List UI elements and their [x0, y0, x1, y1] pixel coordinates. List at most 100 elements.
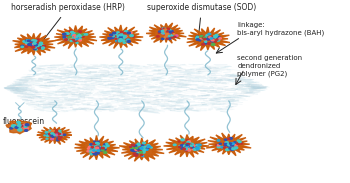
- Circle shape: [159, 31, 161, 32]
- Circle shape: [168, 38, 171, 39]
- Circle shape: [120, 35, 123, 37]
- Circle shape: [33, 42, 36, 44]
- Circle shape: [123, 35, 126, 37]
- Circle shape: [119, 34, 122, 36]
- Circle shape: [167, 37, 169, 38]
- Circle shape: [58, 136, 60, 137]
- Circle shape: [117, 41, 119, 42]
- Circle shape: [202, 37, 205, 39]
- Circle shape: [17, 126, 21, 129]
- Circle shape: [120, 35, 122, 36]
- Circle shape: [158, 32, 160, 33]
- Circle shape: [93, 149, 97, 150]
- Circle shape: [161, 30, 164, 32]
- Circle shape: [165, 33, 168, 34]
- Circle shape: [34, 40, 37, 41]
- Circle shape: [140, 149, 143, 150]
- Circle shape: [110, 34, 113, 36]
- Circle shape: [164, 32, 166, 33]
- Circle shape: [30, 42, 34, 44]
- Circle shape: [132, 145, 133, 146]
- Circle shape: [23, 41, 26, 42]
- Circle shape: [85, 34, 88, 35]
- Circle shape: [225, 144, 228, 146]
- Circle shape: [235, 147, 238, 149]
- Circle shape: [186, 148, 189, 150]
- Circle shape: [36, 41, 39, 43]
- Circle shape: [166, 33, 169, 34]
- Text: linkage:
bis-aryl hydrazone (BAH): linkage: bis-aryl hydrazone (BAH): [237, 22, 325, 36]
- Polygon shape: [54, 25, 97, 49]
- Circle shape: [187, 145, 190, 147]
- Circle shape: [76, 42, 78, 43]
- Circle shape: [229, 144, 233, 146]
- Circle shape: [62, 136, 63, 137]
- Circle shape: [165, 33, 167, 34]
- Circle shape: [195, 145, 197, 146]
- Circle shape: [78, 35, 81, 36]
- Circle shape: [54, 135, 56, 136]
- Circle shape: [205, 38, 207, 39]
- Circle shape: [216, 144, 218, 146]
- Circle shape: [76, 37, 78, 38]
- Circle shape: [226, 149, 229, 151]
- Circle shape: [55, 132, 57, 133]
- Circle shape: [161, 33, 163, 34]
- Circle shape: [77, 36, 80, 37]
- Circle shape: [140, 149, 143, 151]
- Circle shape: [196, 145, 199, 146]
- Circle shape: [216, 35, 218, 36]
- Circle shape: [184, 147, 187, 148]
- Circle shape: [33, 48, 36, 50]
- Circle shape: [41, 45, 44, 46]
- Circle shape: [196, 38, 198, 39]
- Circle shape: [32, 44, 34, 45]
- Circle shape: [25, 126, 27, 127]
- Circle shape: [97, 146, 100, 148]
- Circle shape: [34, 44, 37, 46]
- Circle shape: [146, 149, 148, 150]
- Circle shape: [93, 150, 95, 151]
- Circle shape: [110, 38, 112, 39]
- Circle shape: [166, 34, 168, 36]
- Circle shape: [214, 37, 216, 38]
- Circle shape: [143, 152, 145, 153]
- Circle shape: [232, 143, 234, 144]
- Circle shape: [150, 147, 152, 148]
- Circle shape: [204, 37, 207, 38]
- Circle shape: [120, 37, 122, 38]
- Circle shape: [118, 37, 120, 38]
- Circle shape: [196, 39, 199, 40]
- Circle shape: [60, 134, 62, 135]
- Circle shape: [137, 148, 140, 150]
- Circle shape: [221, 146, 224, 148]
- Circle shape: [75, 38, 78, 40]
- Circle shape: [49, 134, 51, 135]
- Circle shape: [18, 126, 22, 127]
- Circle shape: [224, 139, 227, 140]
- Circle shape: [196, 147, 199, 149]
- Circle shape: [94, 146, 98, 147]
- Circle shape: [35, 44, 37, 45]
- Circle shape: [96, 152, 99, 154]
- Circle shape: [212, 39, 214, 40]
- Circle shape: [229, 138, 231, 139]
- Circle shape: [171, 31, 173, 32]
- Circle shape: [21, 46, 23, 47]
- Circle shape: [178, 141, 180, 142]
- Circle shape: [92, 151, 94, 152]
- Circle shape: [31, 44, 34, 46]
- Circle shape: [215, 34, 218, 36]
- Circle shape: [127, 41, 129, 42]
- Circle shape: [216, 39, 218, 40]
- Circle shape: [167, 28, 169, 30]
- Circle shape: [217, 36, 220, 38]
- Circle shape: [203, 39, 206, 40]
- Circle shape: [185, 150, 188, 151]
- Circle shape: [186, 145, 189, 147]
- Circle shape: [231, 143, 233, 144]
- Circle shape: [104, 144, 107, 145]
- Circle shape: [88, 148, 89, 149]
- Circle shape: [95, 147, 97, 148]
- Circle shape: [10, 128, 13, 129]
